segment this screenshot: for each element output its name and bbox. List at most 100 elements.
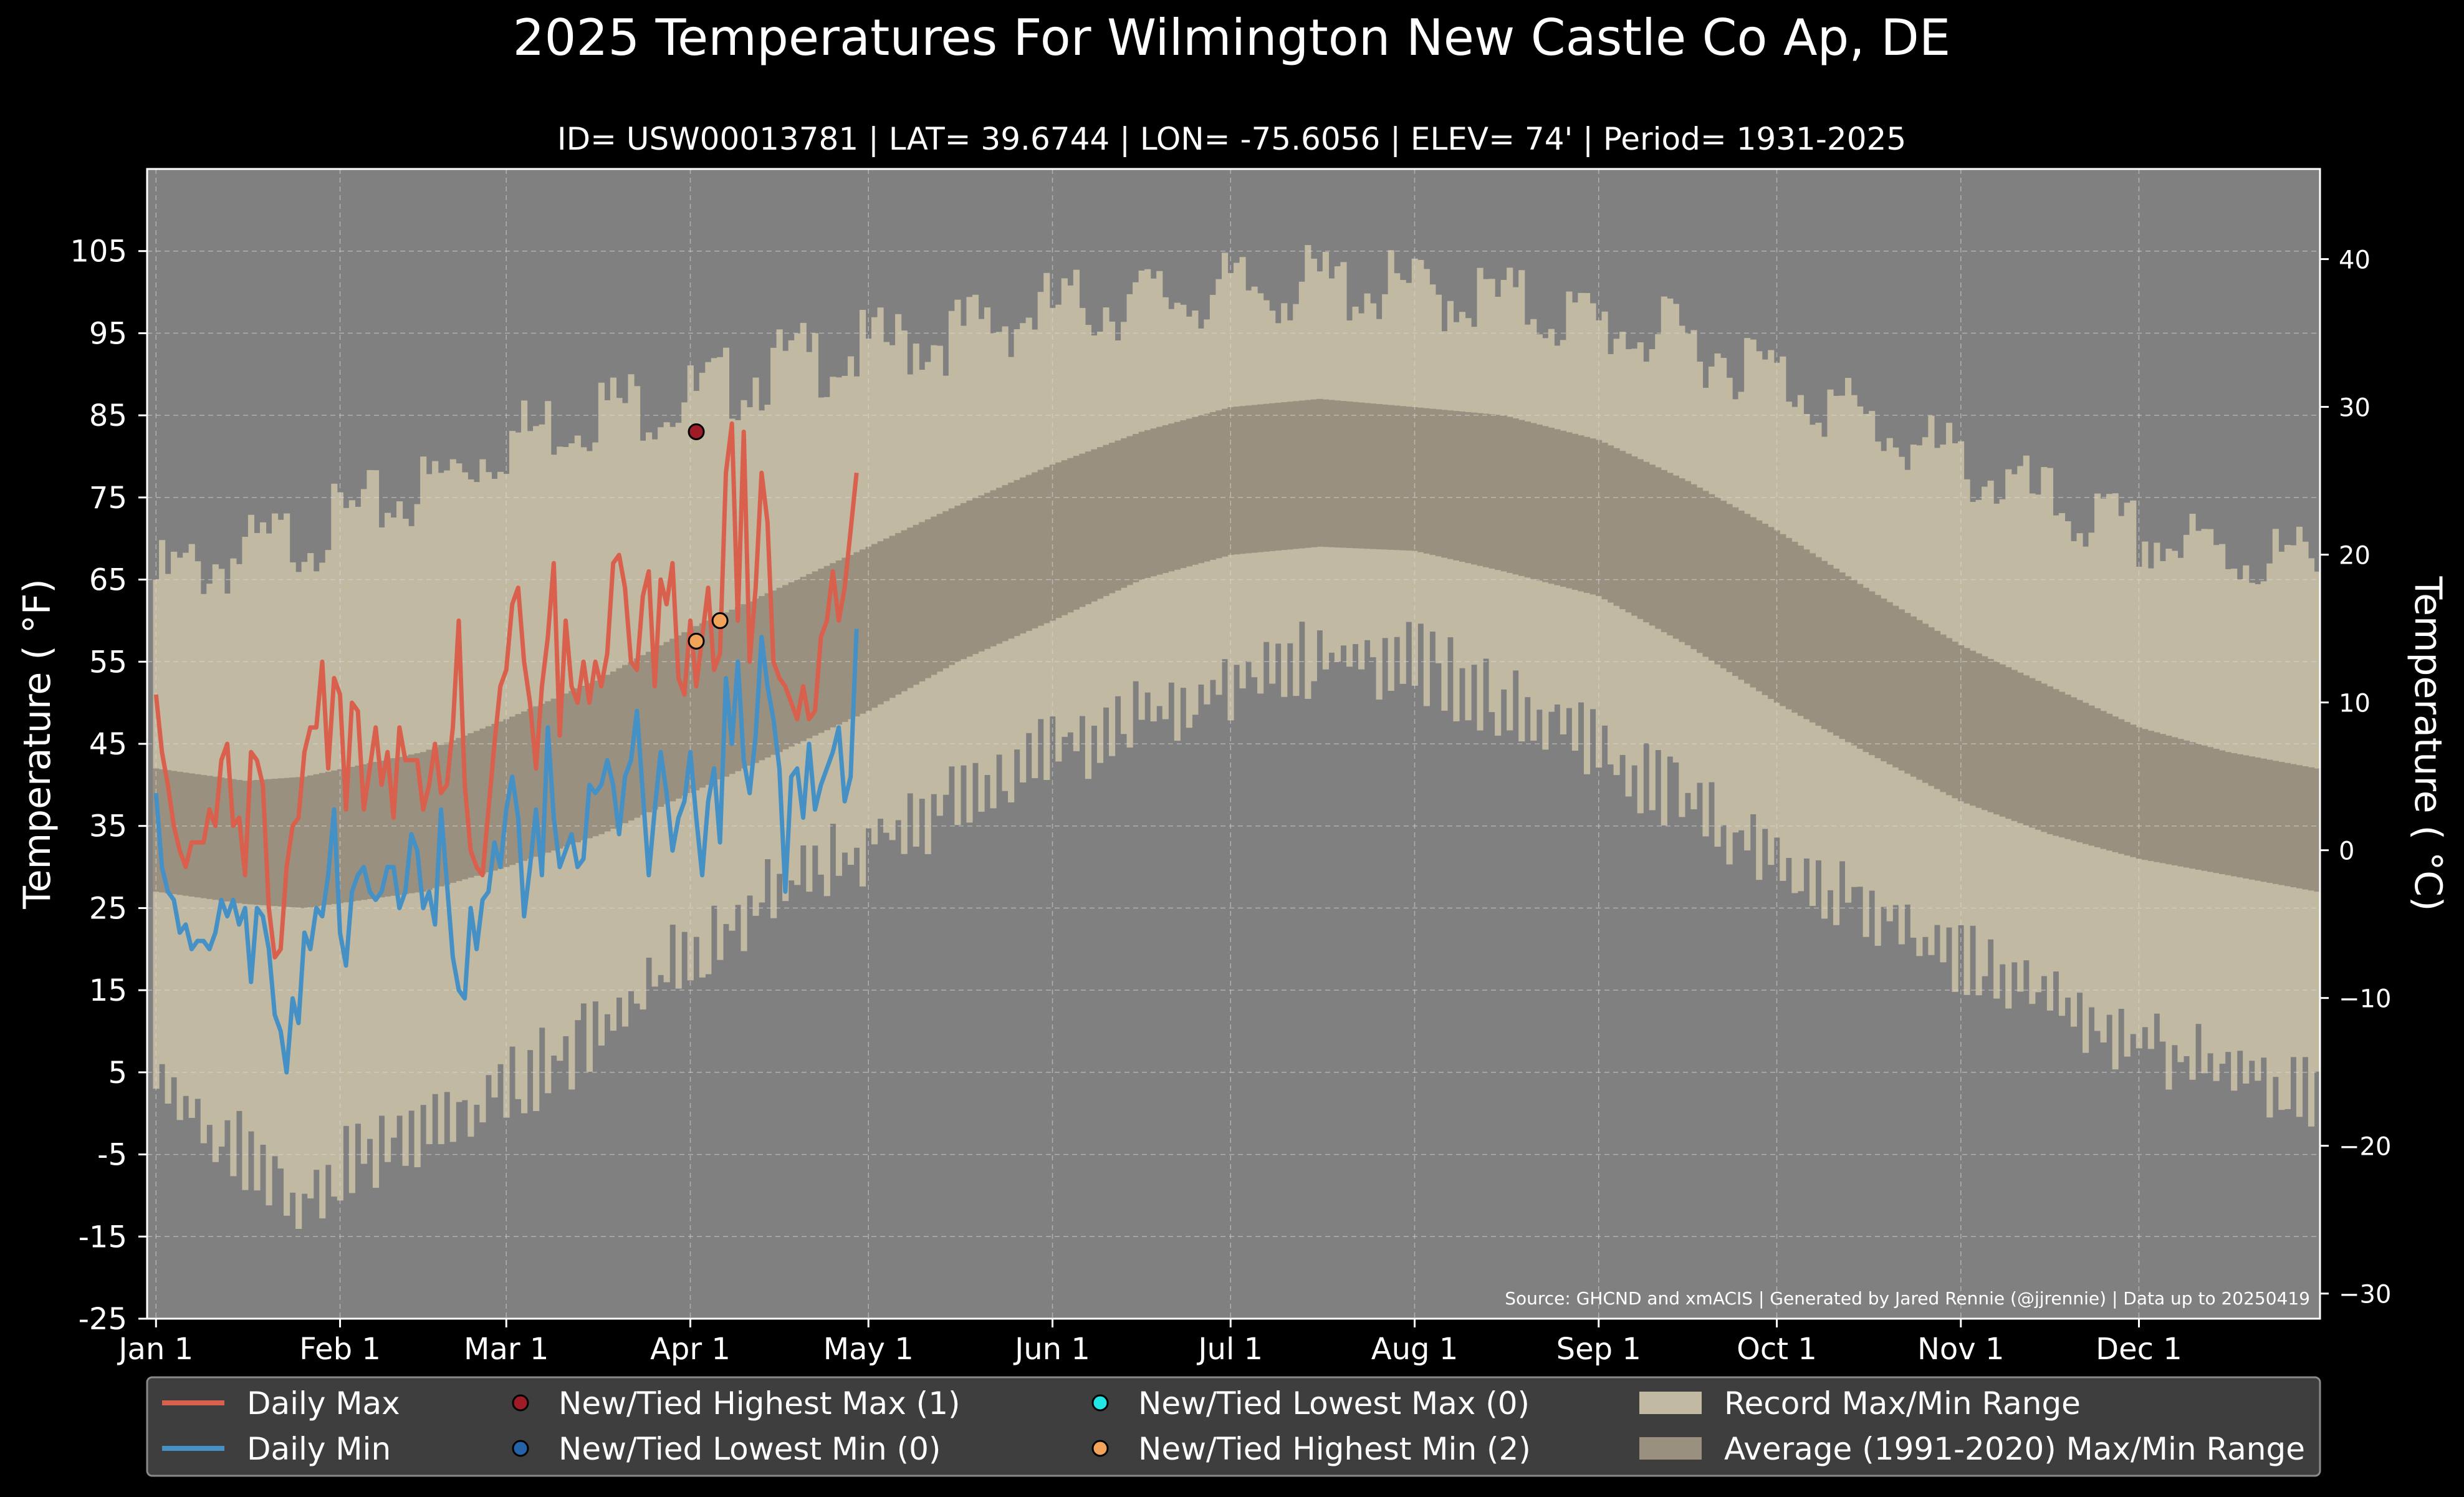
- average-range-bar: [2296, 765, 2303, 888]
- average-range-bar: [1037, 469, 1044, 626]
- y2-tick-label: −10: [2339, 985, 2391, 1014]
- average-range-bar: [212, 776, 219, 900]
- average-range-bar: [1209, 412, 1217, 560]
- average-range-bar: [1869, 591, 1876, 756]
- average-range-bar: [990, 490, 997, 647]
- average-range-bar: [1352, 402, 1359, 549]
- average-range-bar: [1447, 410, 1454, 559]
- y-tick-label: -5: [97, 1138, 127, 1173]
- average-range-bar: [343, 768, 350, 903]
- average-range-bar: [266, 779, 272, 906]
- average-range-bar: [1667, 473, 1674, 636]
- average-range-bar: [1174, 421, 1181, 570]
- average-range-bar: [2017, 672, 2024, 824]
- x-tick-label: Aug 1: [1371, 1332, 1459, 1367]
- average-range-bar: [651, 648, 658, 810]
- average-range-bar: [378, 761, 385, 898]
- average-range-bar: [1934, 630, 1941, 789]
- y2-tick-label: 30: [2339, 394, 2371, 423]
- average-range-bar: [2142, 729, 2149, 860]
- average-range-bar: [1952, 642, 1958, 799]
- average-range-bar: [1150, 428, 1157, 577]
- average-range-bar: [984, 493, 991, 649]
- average-range-bar: [372, 761, 380, 898]
- average-range-bar: [1578, 435, 1584, 592]
- x-tick-label: Feb 1: [299, 1332, 381, 1367]
- average-range-bar: [2041, 683, 2048, 832]
- average-range-bar: [1257, 404, 1264, 552]
- average-range-bar: [931, 516, 937, 675]
- average-range-bar: [1762, 524, 1768, 695]
- average-range-bar: [1589, 438, 1596, 595]
- average-range-bar: [1608, 445, 1614, 603]
- average-range-bar: [1768, 527, 1775, 699]
- x-axis-months: Jan 1 Feb 1 Mar 1 Apr 1 May 1 Jun 1 Jul 1 Aug 1…: [117, 1319, 2182, 1367]
- average-range-bar: [1085, 451, 1092, 605]
- average-range-bar: [800, 577, 807, 741]
- average-range-bar: [610, 671, 617, 829]
- average-range-bar: [1839, 572, 1846, 739]
- average-range-bar: [426, 749, 433, 890]
- x-tick-label: Dec 1: [2096, 1332, 2182, 1367]
- average-range-bar: [1821, 561, 1828, 729]
- y-axis-celsius: −30 −20 −10 0 10 20 30 40: [2320, 246, 2391, 1309]
- y-tick-label: 25: [89, 891, 127, 926]
- average-range-bar: [1993, 662, 2000, 815]
- average-range-bar: [402, 756, 409, 895]
- average-range-bar: [1809, 553, 1816, 723]
- average-range-bar: [580, 685, 587, 840]
- average-range-bar: [1227, 407, 1234, 556]
- average-range-bar: [621, 665, 629, 824]
- average-range-bar: [1180, 420, 1187, 569]
- average-range-bar: [1032, 472, 1038, 628]
- average-range-bar: [491, 724, 498, 871]
- average-range-bar: [2213, 748, 2220, 874]
- average-range-bar: [717, 615, 724, 780]
- legend: Daily Max Daily Min New/Tied Highest Max (…: [146, 1376, 2321, 1477]
- y-tick-label: 55: [89, 645, 127, 680]
- average-range-bar: [1144, 430, 1151, 578]
- average-range-bar: [2076, 700, 2083, 843]
- average-range-bar: [1780, 534, 1786, 706]
- average-range-bar: [2154, 732, 2160, 862]
- average-range-bar: [1310, 399, 1317, 547]
- average-range-bar: [2088, 705, 2095, 846]
- average-range-bar: [2106, 713, 2113, 851]
- average-range-bar: [277, 778, 284, 907]
- average-range-bar: [586, 683, 593, 839]
- average-range-bar: [1857, 584, 1864, 749]
- y2-tick-label: 0: [2339, 837, 2354, 866]
- legend-dot-swatch: [512, 1440, 529, 1457]
- y-axis-label: Temperature ( °F): [16, 579, 59, 910]
- average-range-bar: [889, 536, 896, 698]
- legend-item-label: New/Tied Lowest Max (0): [1138, 1385, 1530, 1422]
- average-range-bar: [640, 655, 646, 816]
- average-range-bar: [1815, 557, 1822, 726]
- average-range-bar: [1530, 423, 1537, 579]
- average-range-bar: [390, 758, 397, 896]
- average-range-bar: [521, 711, 528, 861]
- average-range-bar: [1518, 420, 1525, 576]
- average-range-bar: [1453, 411, 1460, 561]
- average-range-bar: [2046, 686, 2053, 834]
- average-range-bar: [859, 549, 866, 714]
- average-range-bar: [788, 582, 795, 747]
- y-tick-label: 35: [89, 809, 127, 844]
- average-range-bar: [1204, 413, 1210, 562]
- average-range-bar: [711, 618, 717, 782]
- average-range-bar: [1619, 451, 1626, 609]
- average-range-bar: [806, 574, 813, 739]
- average-range-bar: [759, 595, 765, 761]
- average-range-bar: [1845, 576, 1852, 743]
- average-range-bar: [1536, 424, 1543, 581]
- y-tick-label: 5: [108, 1056, 127, 1090]
- average-range-bar: [1851, 580, 1858, 746]
- daily-min-line: [153, 628, 859, 1075]
- y2-tick-label: 40: [2339, 246, 2371, 275]
- average-range-bar: [1500, 415, 1507, 572]
- average-range-bar: [812, 571, 818, 736]
- average-range-bar: [1833, 569, 1840, 736]
- average-range-bar: [1975, 653, 1982, 808]
- average-range-bar: [2302, 766, 2309, 890]
- x-tick-label: Sep 1: [1556, 1332, 1641, 1367]
